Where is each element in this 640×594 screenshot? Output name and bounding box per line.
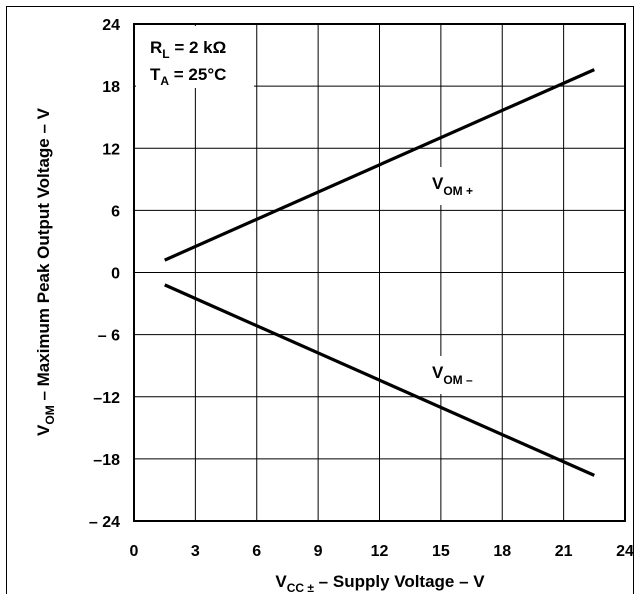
y-tick-label: – 24 [89, 514, 120, 531]
figure-frame [6, 6, 634, 594]
plot-area [133, 23, 626, 522]
x-tick-label: 3 [191, 543, 200, 560]
x-axis-label: VCC ± – Supply Voltage – V [275, 572, 485, 594]
y-tick-label: – 6 [98, 328, 120, 345]
x-tick-label: 21 [555, 543, 573, 560]
series-label-bg-neg [429, 356, 487, 394]
x-tick-label: 0 [130, 543, 139, 560]
y-tick-label: 18 [102, 79, 120, 96]
series-group [164, 68, 595, 477]
y-tick-label: 12 [102, 141, 120, 158]
y-tick-label: 6 [111, 203, 120, 220]
x-tick-label: 24 [616, 543, 634, 560]
annotation-ta: TA = 25°C [150, 65, 226, 88]
x-tick-label: 12 [371, 543, 389, 560]
y-axis-label: VOM – Maximum Peak Output Voltage – V [34, 107, 57, 436]
x-tick-label: 6 [252, 543, 261, 560]
annotation-box [136, 26, 254, 88]
y-tick-label: 24 [102, 17, 120, 34]
y-tick-label: –18 [93, 452, 120, 469]
grid [134, 24, 625, 521]
x-tick-label: 18 [493, 543, 511, 560]
y-tick-label: 0 [111, 266, 120, 283]
series-label-vom-minus: VOM – [432, 363, 473, 387]
series-line-vom-minus [164, 283, 595, 477]
series-line-vom-plus [164, 68, 595, 262]
annotation-rl: RL = 2 kΩ [150, 38, 226, 61]
x-tick-label: 9 [314, 543, 323, 560]
series-label-bg-pos [429, 167, 487, 205]
y-tick-label: –12 [93, 390, 120, 407]
x-tick-label: 15 [432, 543, 450, 560]
series-label-vom-plus: VOM + [432, 174, 473, 198]
tick-labels: 0 3 6 9 12 15 18 21 24 24 18 12 6 0 – 6 –12 –18 – 24 [89, 17, 634, 560]
